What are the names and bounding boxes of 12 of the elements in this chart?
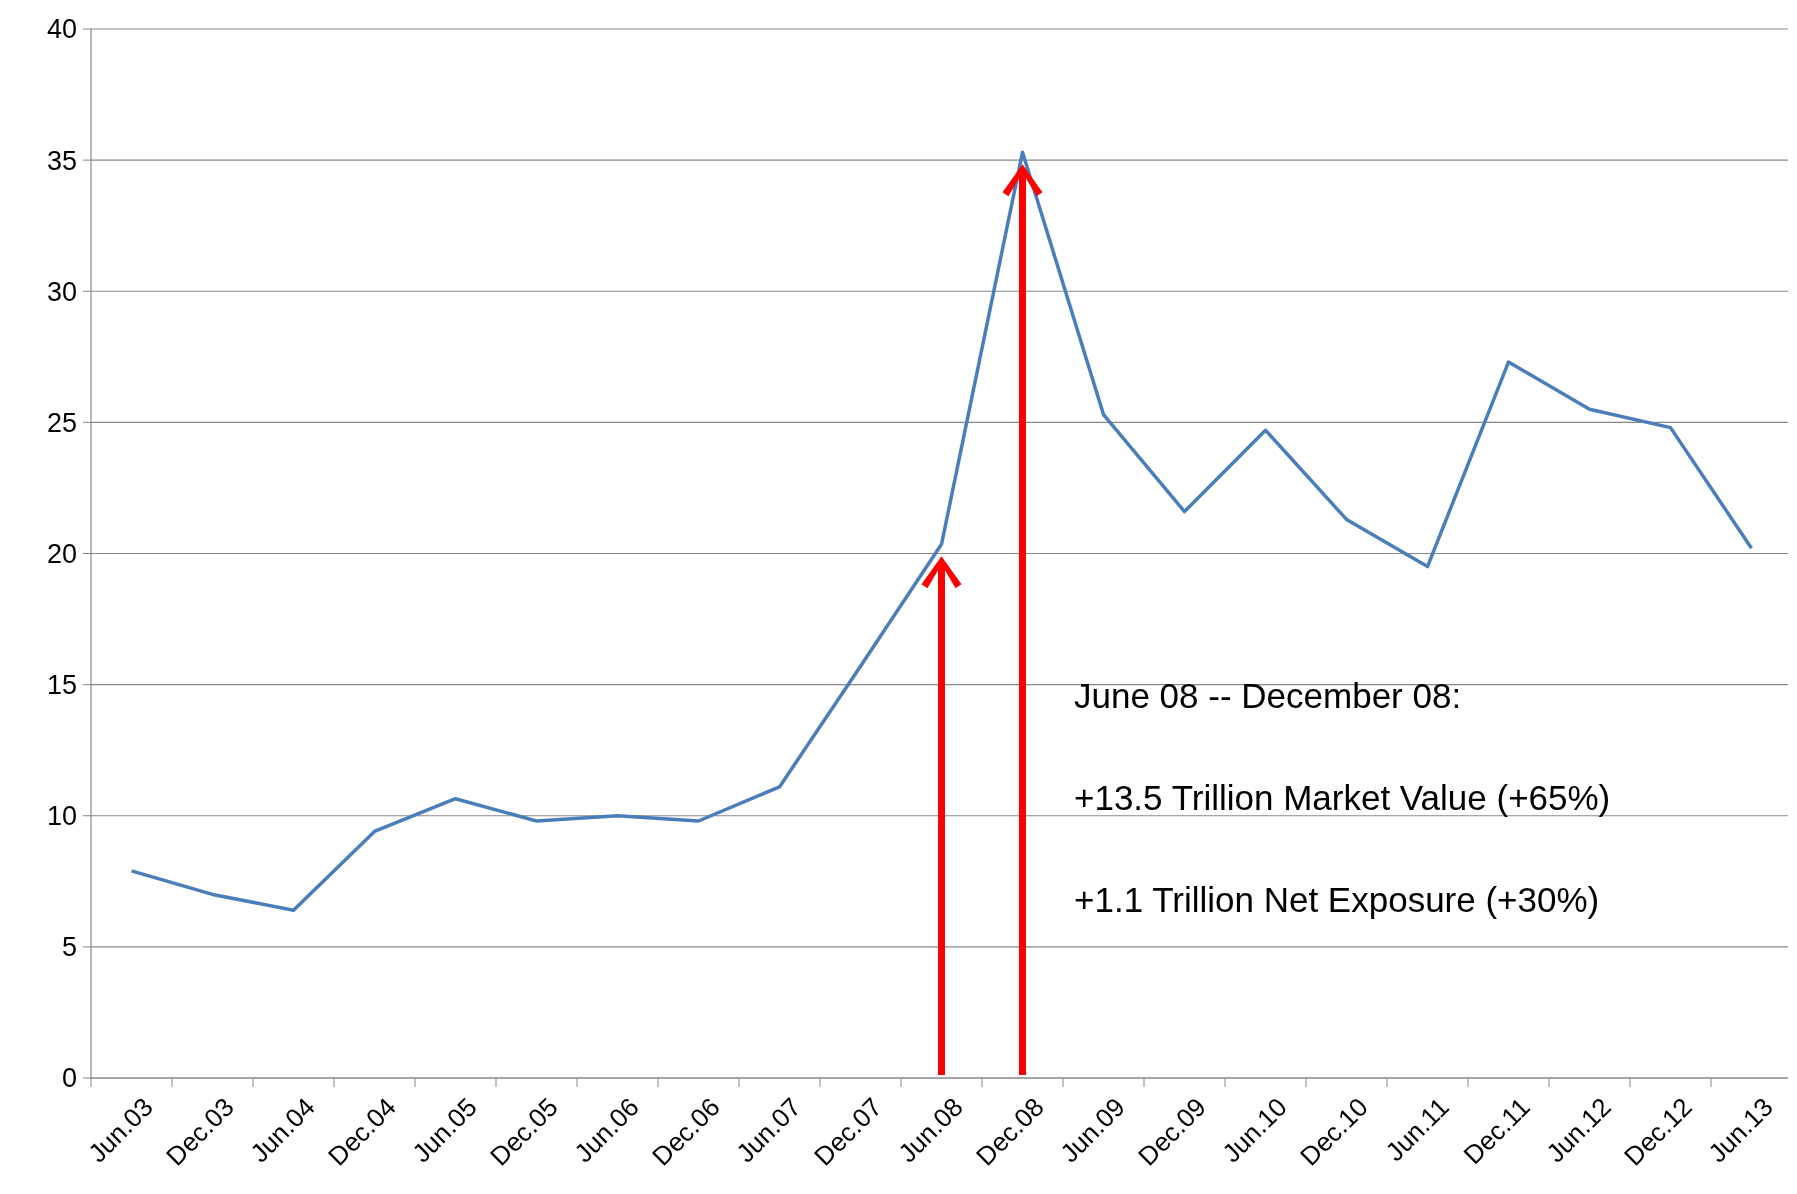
y-tick-label: 0: [61, 1063, 77, 1094]
annotation: +13.5 Trillion Market Value (+65%): [1074, 778, 1611, 817]
y-tick-label: 40: [46, 14, 77, 45]
annotation: June 08 -- December 08:: [1074, 676, 1462, 715]
y-tick-label: 10: [46, 801, 77, 832]
y-tick-label: 5: [61, 932, 77, 963]
y-tick-label: 30: [46, 276, 77, 307]
y-tick-label: 25: [46, 407, 77, 438]
annotation: +1.1 Trillion Net Exposure (+30%): [1074, 880, 1600, 919]
y-tick-label: 15: [46, 670, 77, 701]
y-tick-label: 35: [46, 145, 77, 176]
y-tick-label: 20: [46, 538, 77, 569]
